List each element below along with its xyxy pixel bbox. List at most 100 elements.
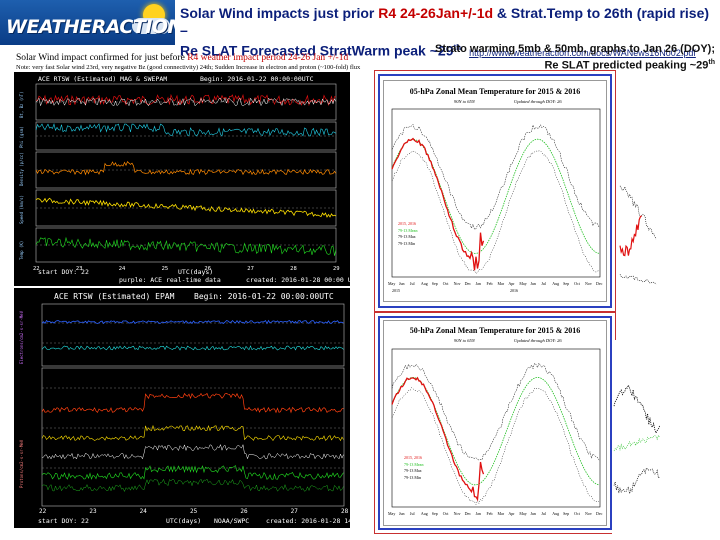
- panel-bot-y-label: Protons/cm2-s-sr-MeV: [19, 439, 24, 488]
- month-tick-label: Apr: [508, 281, 515, 286]
- cloud-icon: [132, 18, 170, 34]
- left-caption: Solar Wind impact confirmed for just bef…: [16, 53, 361, 71]
- month-tick-label: Dec: [596, 511, 603, 516]
- zoom-max-curve: [619, 185, 657, 240]
- month-tick-label: Jul: [541, 511, 546, 516]
- panel-top-traces: 22 23 24 25 26 27 28 29 Bt, Bz (nT) Phi (gsm) Dens…: [19, 83, 340, 272]
- month-tick-label: Apr: [508, 511, 515, 516]
- headline-highlight: R4 24-26Jan+/-1d: [378, 5, 494, 21]
- month-tick-label: Nov: [585, 511, 592, 516]
- fig-bot-legend: 2015, 2016 79-13 Mean 79-13 Max 79-13 Mi…: [404, 455, 424, 480]
- fig-top-updated: Updated through DOY: 26: [514, 99, 562, 104]
- month-tick-label: Mar: [497, 511, 505, 516]
- headline-line-2: Re SLAT Forecasted StratWarm peak ~29thh…: [180, 42, 696, 59]
- month-tick-label: Sep: [431, 281, 438, 286]
- panel-top-x-tick: 24: [119, 266, 126, 272]
- panel-bot-header-left: ACE RTSW (Estimated) EPAM: [54, 292, 175, 301]
- month-tick-label: Nov: [585, 281, 592, 286]
- month-tick-label: Jul: [409, 511, 415, 516]
- panel-top-y-label: Phi (gsm): [19, 126, 24, 148]
- proton-trace-2: [41, 424, 344, 442]
- month-tick-label: Sep: [563, 281, 570, 286]
- month-tick-label: Aug: [552, 511, 560, 516]
- fig-top-subtitle: 90N to 65N: [454, 99, 475, 104]
- electron-frame: [41, 303, 345, 367]
- max-curve: [391, 362, 600, 461]
- proton-trace-5: [41, 478, 344, 493]
- fig-bot-zoom-plot: [612, 340, 662, 535]
- month-tick-label: Nov: [453, 511, 461, 516]
- proton-trace-1: [41, 392, 344, 414]
- zoom-min-curve: [613, 467, 660, 494]
- month-tick-label: Dec: [596, 281, 603, 286]
- panel-top-y-label: Density (p/cc): [19, 152, 24, 186]
- proton-trace-4: [41, 465, 344, 480]
- headline: Solar Wind impacts just prior R4 24-26Ja…: [180, 5, 718, 62]
- left-caption-note: Note: very fast Solar wind 23rd, very ne…: [16, 64, 361, 71]
- logo-wordmark: WEATHERACTION: [6, 16, 175, 38]
- fig-top-zoom-plot: [618, 160, 658, 305]
- month-tick-label: Feb: [486, 281, 493, 286]
- panel-top-x-tick: 22: [33, 266, 40, 272]
- panel-top-x-tick: 29: [333, 266, 340, 272]
- panel-bot-traces: 22 23 24 25 26 27 28 Electrons/cm2-s-sr-MeV Prot…: [19, 303, 349, 515]
- ace-epam-plot: ACE RTSW (Estimated) EPAM Begin: 2016-01…: [14, 288, 376, 528]
- month-tick-label: Nov: [453, 281, 461, 286]
- source-link[interactable]: http://www.weatheraction.com/docs/WANews…: [469, 47, 696, 58]
- panel-bot-x-tick: 27: [291, 508, 299, 515]
- ace-mag-swepam-plot: ACE RTSW (Estimated) MAG & SWEPAM Begin:…: [14, 72, 360, 286]
- month-tick-label: Jul: [409, 281, 415, 286]
- series-2015-2016-curve: [391, 137, 485, 271]
- fig-top-year-1: 2015: [392, 288, 400, 293]
- zoom-max-curve: [613, 384, 660, 435]
- panel-top-footer-mid: purple: ACE real-time data: [119, 276, 221, 284]
- month-tick-label: May: [519, 281, 527, 286]
- min-curve: [391, 387, 600, 506]
- month-tick-label: Jul: [541, 281, 546, 286]
- month-tick-label: Jun: [398, 511, 405, 516]
- month-tick-label: Mar: [497, 281, 505, 286]
- panel-top-x-tick: 23: [76, 266, 83, 272]
- fig-axes-box: [391, 108, 601, 278]
- panel-bot-x-tick: 24: [140, 508, 148, 515]
- fig-bot-curves: [391, 348, 601, 508]
- month-tick-label: Jun: [530, 281, 536, 286]
- panel-bot-x-label: UTC(days): [166, 517, 202, 525]
- month-tick-label: Sep: [563, 511, 570, 516]
- fig-bot-title: 50-hPa Zonal Mean Temperature for 2015 &…: [409, 326, 581, 335]
- panel-bot-x-tick: 26: [240, 508, 248, 515]
- panel-top-header-left: ACE RTSW (Estimated) MAG & SWEPAM: [38, 75, 168, 83]
- panel-top-y-label: Temp (K): [19, 241, 24, 260]
- panel-top-footer-left: start DOY: 22: [38, 268, 89, 276]
- panel-bot-footer-right: created: 2016-01-28 14:41:01: [266, 517, 376, 525]
- right-caption: Strato warming 5mb & 50mb, graphs to Jan…: [435, 43, 715, 72]
- month-tick-label: Dec: [464, 281, 472, 286]
- month-tick-label: May: [388, 281, 396, 286]
- month-tick-label: Sep: [431, 511, 438, 516]
- month-tick-label: Jun: [530, 511, 536, 516]
- panel-bot-footer-left: start DOY: 22: [38, 517, 89, 525]
- panel-bot-x-tick: 25: [190, 508, 198, 515]
- month-tick-label: Jun: [398, 281, 405, 286]
- fig-bot-zoom-curves: [613, 384, 660, 494]
- fig-bot-updated: Updated through DOY: 26: [514, 338, 562, 343]
- temp-trace: [35, 236, 337, 256]
- stratosphere-05hpa-figure: 05-hPa Zonal Mean Temperature for 2015 &…: [383, 80, 607, 302]
- month-tick-label: Jan: [475, 281, 481, 286]
- month-tick-label: Oct: [574, 511, 580, 516]
- month-tick-label: Aug: [420, 281, 428, 286]
- panel-bot-x-tick: 23: [89, 508, 97, 515]
- month-tick-label: Oct: [442, 281, 449, 286]
- panel-top-y-label: Bt, Bz (nT): [19, 92, 24, 119]
- proton-frame: [41, 367, 345, 507]
- fig-top-frame: [378, 74, 612, 308]
- fig-top-legend: 2015, 2016 79-13 Mean 79-13 Max 79-13 Mi…: [398, 221, 418, 246]
- month-tick-label: Aug: [552, 281, 560, 286]
- panel-bot-x-tick: 22: [39, 508, 47, 515]
- speed-trace: [35, 197, 337, 218]
- density-trace: [35, 160, 337, 176]
- panel-top-x-tick: 28: [290, 266, 297, 272]
- panel-bot-x-tick: 28: [341, 508, 349, 515]
- left-caption-title: Solar Wind impact confirmed for just bef…: [16, 53, 349, 63]
- panel-bot-header-right: Begin: 2016-01-22 00:00:00UTC: [194, 292, 334, 301]
